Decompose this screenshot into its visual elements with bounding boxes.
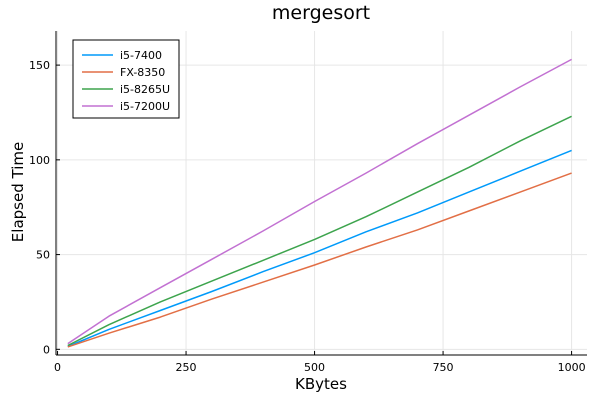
y-tick-label: 150: [29, 59, 50, 72]
x-axis-title: KBytes: [295, 375, 347, 393]
x-tick-label: 750: [433, 361, 454, 374]
legend-box: [72, 39, 180, 119]
tick-labels: 0 250 500 750 1000 0 50 100 150: [29, 59, 586, 374]
y-tick-label: 50: [36, 249, 50, 262]
chart-title: mergesort: [272, 2, 370, 24]
series-line-i5-8265u: [67, 115, 572, 347]
legend-label-i5-7200u: i5-7200U: [120, 100, 170, 113]
axes: [55, 31, 587, 356]
series-line-i5-7200u: [67, 58, 572, 345]
y-tick-label: 0: [43, 343, 50, 356]
x-tick-label: 1000: [558, 361, 586, 374]
y-tick-label: 100: [29, 154, 50, 167]
legend-label-i5-7400: i5-7400: [120, 49, 162, 62]
grid-lines: [56, 31, 587, 355]
series-line-i5-7400: [67, 149, 572, 348]
series-lines: [67, 58, 572, 348]
legend-label-i5-8265u: i5-8265U: [120, 83, 170, 96]
x-tick-label: 250: [176, 361, 197, 374]
x-tick-label: 0: [54, 361, 61, 374]
series-line-fx-8350: [67, 172, 572, 348]
legend-label-fx-8350: FX-8350: [120, 66, 165, 79]
legend: i5-7400 FX-8350 i5-8265U i5-7200U: [72, 39, 180, 119]
x-tick-label: 500: [304, 361, 325, 374]
y-axis-title: Elapsed Time: [9, 142, 27, 242]
